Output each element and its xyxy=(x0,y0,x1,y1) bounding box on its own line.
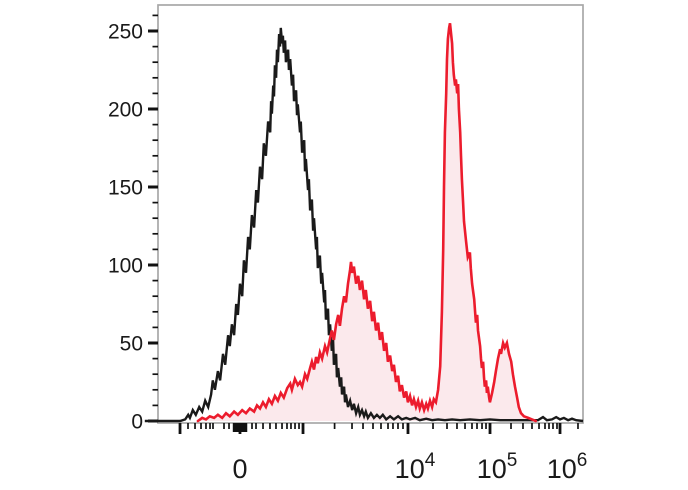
x-tick-label: 0 xyxy=(232,454,247,484)
unstained-control-curve xyxy=(144,27,584,423)
y-tick-label: 250 xyxy=(108,21,143,44)
y-tick-label: 0 xyxy=(131,411,143,434)
x-tick-label: 105 xyxy=(477,450,518,484)
x-axis-zero-tick-cluster xyxy=(232,423,248,432)
y-tick-label: 150 xyxy=(108,177,143,200)
x-tick-label: 106 xyxy=(547,450,588,484)
stained-sample-fill xyxy=(197,23,536,421)
y-tick-label: 50 xyxy=(120,333,143,356)
y-tick-label: 100 xyxy=(108,255,143,278)
x-tick-label: 104 xyxy=(395,450,436,484)
y-tick-label: 200 xyxy=(108,99,143,122)
stained-sample-curve xyxy=(196,22,538,423)
